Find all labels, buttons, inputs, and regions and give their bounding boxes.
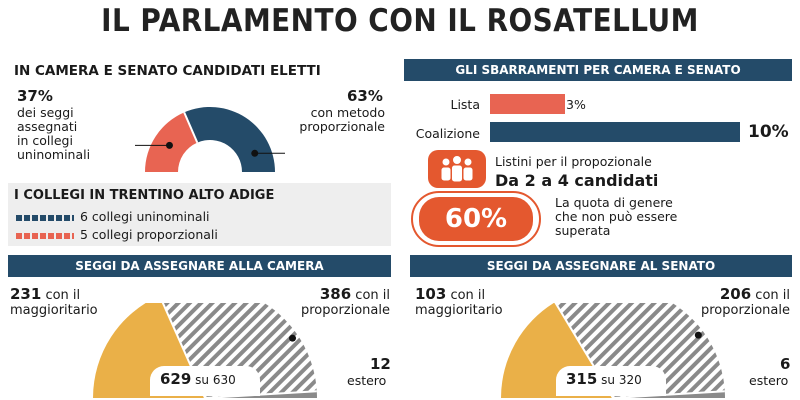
senato-divider-1 — [612, 390, 725, 399]
trentino-item-uninominali: 6 collegi uninominali — [16, 210, 210, 224]
threshold-label-coalizione: Coalizione — [415, 126, 480, 141]
camera-divider-1 — [204, 390, 317, 399]
threshold-bar-lista — [490, 94, 565, 114]
camera-estero-num: 12 — [370, 355, 391, 373]
senato-leader-dot — [694, 331, 702, 339]
camera-left-label: 231 con il maggioritario — [10, 285, 98, 318]
senato-total: 315 su 320 — [566, 370, 642, 388]
camera-right-label: 386 con il proporzionale — [300, 285, 390, 318]
people-icon — [440, 155, 474, 183]
quota-outline — [411, 191, 541, 247]
senato-total-box — [556, 366, 666, 396]
trentino-item-proporzionali: 5 collegi proporzionali — [16, 228, 218, 242]
senato-estero-num: 6 — [780, 355, 791, 373]
trentino-panel: I COLLEGI IN TRENTINO ALTO ADIGE 6 colle… — [8, 183, 391, 246]
senato-right-label: 206 con il proporzionale — [700, 285, 790, 318]
elected-semi-donut-chart — [135, 107, 285, 172]
elected-heading: IN CAMERA E SENATO CANDIDATI ELETTI — [14, 63, 321, 79]
coral-dashed-swatch — [16, 232, 74, 239]
elected-separator — [183, 111, 199, 144]
elected-left-leader-dot — [165, 141, 173, 149]
senato-left-label: 103 con il maggioritario — [415, 285, 503, 318]
camera-total: 629 su 630 — [160, 370, 236, 388]
camera-heading: SEGGI DA ASSEGNARE ALLA CAMERA — [8, 255, 391, 277]
senato-slice-1 — [555, 303, 725, 398]
elected-right-pct: 63% — [347, 87, 383, 105]
camera-total-box — [150, 366, 260, 396]
people-icon-box — [428, 150, 486, 188]
quota-pct: 60% — [419, 197, 533, 241]
navy-dashed-swatch — [16, 214, 74, 221]
listini-line1: Listini per il propozionale — [495, 154, 652, 169]
senato-heading: SEGGI DA ASSEGNARE AL SENATO — [410, 255, 792, 277]
threshold-bar-coalizione — [490, 122, 740, 142]
threshold-value-coalizione: 10% — [748, 122, 789, 142]
quota-desc: La quota di genere che non può essere su… — [555, 195, 678, 238]
elected-left-pct: 37% — [17, 87, 53, 105]
thresholds-heading: GLI SBARRAMENTI PER CAMERA E SENATO — [404, 59, 792, 81]
elected-right-desc: con metodo proporzionale — [299, 105, 385, 134]
elected-slice-0 — [145, 112, 198, 172]
trentino-heading: I COLLEGI IN TRENTINO ALTO ADIGE — [14, 188, 275, 203]
page-title: IL PARLAMENTO CON IL ROSATELLUM — [101, 3, 699, 39]
elected-slice-1 — [184, 107, 275, 172]
thresholds-bar-chart — [490, 94, 740, 142]
camera-estero-label: estero — [347, 373, 387, 388]
threshold-label-lista: Lista — [450, 97, 480, 112]
senato-estero-label: estero — [749, 373, 789, 388]
threshold-value-lista: 3% — [566, 97, 586, 112]
elected-left-desc: dei seggi assegnati in collegi uninomina… — [17, 105, 91, 162]
camera-leader-dot — [289, 334, 297, 342]
listini-line2: Da 2 a 4 candidati — [495, 171, 659, 190]
